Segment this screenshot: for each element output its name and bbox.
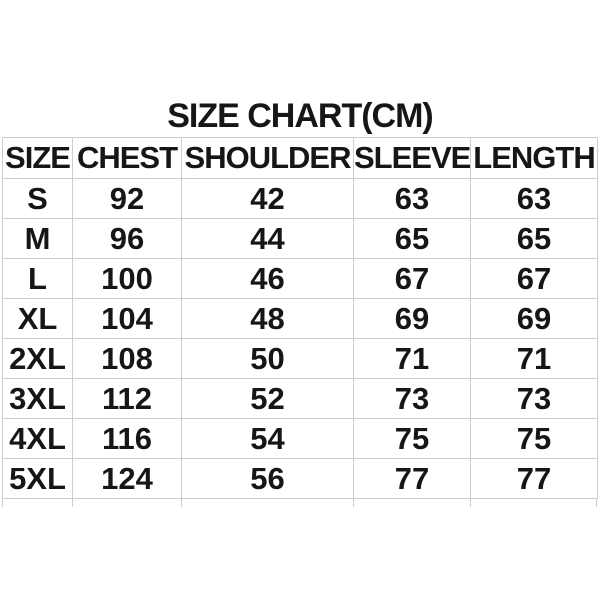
sleeve-cell: 69 (353, 298, 471, 339)
grid-line-stub (181, 499, 182, 507)
grid-line-stub (470, 499, 471, 507)
length-cell: 75 (470, 418, 598, 459)
grid-line-stub (596, 499, 597, 507)
length-cell: 73 (470, 378, 598, 419)
size-cell: M (2, 218, 73, 259)
column-header-size: SIZE (2, 137, 73, 179)
table-row: S 92 42 63 63 (2, 178, 598, 219)
column-header-shoulder: SHOULDER (181, 137, 354, 179)
sleeve-cell: 77 (353, 458, 471, 499)
table-row: XL 104 48 69 69 (2, 298, 598, 339)
shoulder-cell: 48 (181, 298, 354, 339)
table-row: 2XL 108 50 71 71 (2, 338, 598, 379)
size-cell: 5XL (2, 458, 73, 499)
sleeve-cell: 71 (353, 338, 471, 379)
shoulder-cell: 52 (181, 378, 354, 419)
table-row: M 96 44 65 65 (2, 218, 598, 259)
table-row: 5XL 124 56 77 77 (2, 458, 598, 499)
size-cell: S (2, 178, 73, 219)
sleeve-cell: 65 (353, 218, 471, 259)
sleeve-cell: 67 (353, 258, 471, 299)
table-row: 4XL 116 54 75 75 (2, 418, 598, 459)
shoulder-cell: 56 (181, 458, 354, 499)
size-cell: 3XL (2, 378, 73, 419)
sleeve-cell: 73 (353, 378, 471, 419)
chest-cell: 96 (72, 218, 182, 259)
length-cell: 69 (470, 298, 598, 339)
length-cell: 67 (470, 258, 598, 299)
grid-line-stub (72, 499, 73, 507)
table-row: L 100 46 67 67 (2, 258, 598, 299)
chest-cell: 100 (72, 258, 182, 299)
grid-line-stub (353, 499, 354, 507)
size-cell: L (2, 258, 73, 299)
chest-cell: 104 (72, 298, 182, 339)
length-cell: 71 (470, 338, 598, 379)
sleeve-cell: 63 (353, 178, 471, 219)
chest-cell: 108 (72, 338, 182, 379)
size-cell: 4XL (2, 418, 73, 459)
column-header-chest: CHEST (72, 137, 182, 179)
length-cell: 63 (470, 178, 598, 219)
chest-cell: 116 (72, 418, 182, 459)
shoulder-cell: 54 (181, 418, 354, 459)
table-row: 3XL 112 52 73 73 (2, 378, 598, 419)
size-table: SIZE CHEST SHOULDER SLEEVE LENGTH S 92 4… (2, 137, 598, 499)
grid-line-stub (2, 499, 3, 507)
column-header-sleeve: SLEEVE (353, 137, 471, 179)
chart-title: SIZE CHART(CM) (167, 97, 434, 135)
sleeve-cell: 75 (353, 418, 471, 459)
chest-cell: 112 (72, 378, 182, 419)
column-header-length: LENGTH (470, 137, 598, 179)
size-cell: 2XL (2, 338, 73, 379)
shoulder-cell: 42 (181, 178, 354, 219)
length-cell: 65 (470, 218, 598, 259)
chest-cell: 124 (72, 458, 182, 499)
shoulder-cell: 46 (181, 258, 354, 299)
length-cell: 77 (470, 458, 598, 499)
shoulder-cell: 44 (181, 218, 354, 259)
chest-cell: 92 (72, 178, 182, 219)
size-cell: XL (2, 298, 73, 339)
shoulder-cell: 50 (181, 338, 354, 379)
header-row: SIZE CHEST SHOULDER SLEEVE LENGTH (2, 137, 598, 179)
